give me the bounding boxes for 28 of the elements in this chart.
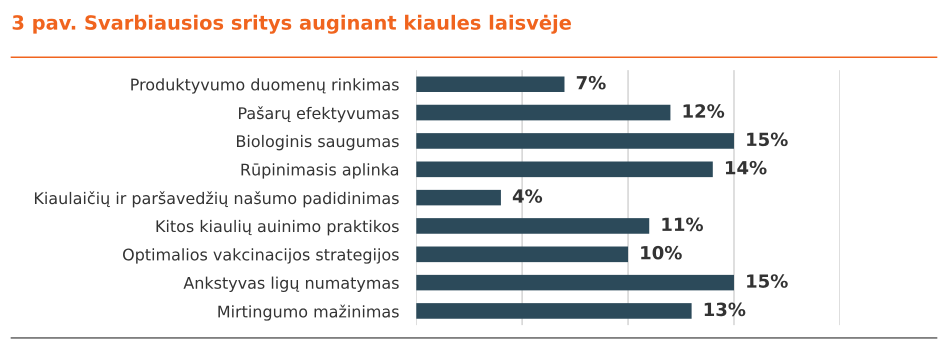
data-label: 10% — [641, 246, 682, 260]
data-label: 11% — [662, 218, 703, 232]
y-tick-label: Kitos kiaulių auinimo praktikos — [156, 220, 399, 236]
data-label: 15% — [747, 132, 788, 146]
bar — [416, 133, 734, 149]
data-label: 12% — [684, 104, 724, 118]
y-tick-label: Rūpinimasis aplinka — [242, 163, 398, 179]
bar — [416, 303, 692, 319]
bar — [416, 76, 564, 92]
y-tick-label: Mirtingumo mažinimas — [218, 304, 399, 321]
bar — [416, 161, 713, 178]
chart-title: 3 pav. Svarbiausios sritys auginant kiaules laisvėje — [12, 14, 571, 34]
data-label: 14% — [726, 160, 767, 175]
bar — [416, 246, 628, 262]
y-tick-label: Ankstyvas ligų numatymas — [183, 276, 399, 292]
data-label: 7% — [576, 76, 606, 90]
bar — [416, 104, 670, 120]
y-tick-label: Kiaulaičių ir paršavedžių našumo padidinimas — [34, 191, 399, 208]
y-tick-label: Produktyvumo duomenų rinkimas — [131, 78, 399, 94]
data-label: 15% — [747, 274, 788, 288]
data-label: 13% — [704, 302, 746, 316]
bar — [416, 190, 501, 206]
data-label: 4% — [512, 189, 542, 203]
y-tick-label: Optimalios vakcinacijos strategijos — [123, 248, 399, 264]
y-tick-label: Pašarų efektyvumas — [239, 106, 399, 122]
y-tick-label: Biologinis saugumas — [237, 134, 399, 150]
bar — [416, 274, 734, 290]
bar — [416, 218, 650, 234]
